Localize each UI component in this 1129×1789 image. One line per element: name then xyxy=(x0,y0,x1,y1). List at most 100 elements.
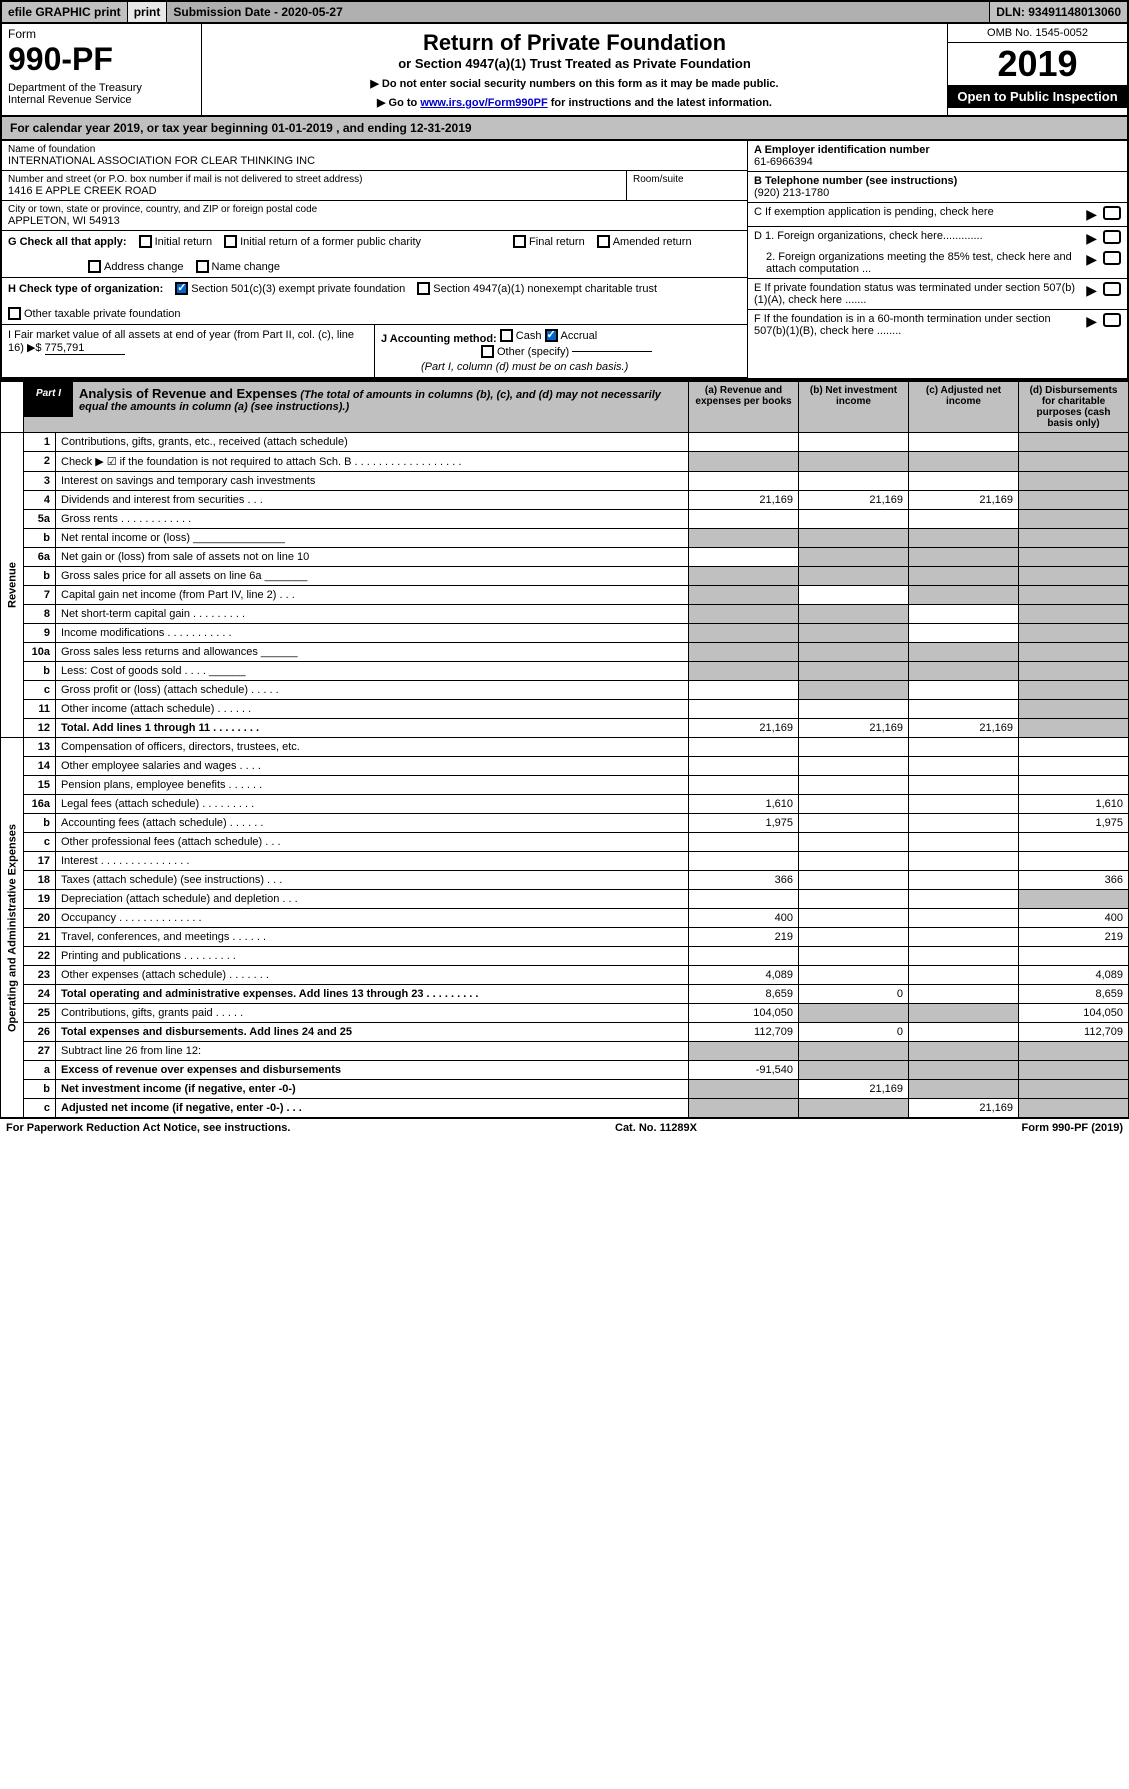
form-link[interactable]: www.irs.gov/Form990PF xyxy=(420,97,547,109)
d2-label: 2. Foreign organizations meeting the 85%… xyxy=(754,251,1080,275)
row-desc: Pension plans, employee benefits . . . .… xyxy=(56,776,689,795)
row-num: 4 xyxy=(24,491,56,510)
row-num: b xyxy=(24,567,56,586)
col-c-val xyxy=(909,738,1019,757)
col-c-val xyxy=(909,1080,1019,1099)
chk-501c3[interactable] xyxy=(175,282,188,295)
row-num: 6a xyxy=(24,548,56,567)
row-num: 13 xyxy=(24,738,56,757)
col-b-val xyxy=(799,605,909,624)
chk-4947[interactable] xyxy=(417,282,430,295)
row-desc: Compensation of officers, directors, tru… xyxy=(56,738,689,757)
col-d-val xyxy=(1019,700,1129,719)
chk-name-change[interactable] xyxy=(196,260,209,273)
part1-title: Analysis of Revenue and Expenses (The to… xyxy=(73,382,688,417)
col-c-val xyxy=(909,890,1019,909)
section-g: G Check all that apply: Initial return I… xyxy=(2,231,747,278)
chk-other-tax[interactable] xyxy=(8,307,21,320)
tax-year: 2019 xyxy=(948,43,1127,85)
row-desc: Gross sales less returns and allowances … xyxy=(56,643,689,662)
phone-label: B Telephone number (see instructions) xyxy=(754,175,957,187)
part1-table: Part I Analysis of Revenue and Expenses … xyxy=(0,380,1129,1118)
form-label: Form xyxy=(8,27,195,41)
col-c-val xyxy=(909,700,1019,719)
form-number: 990-PF xyxy=(8,41,195,78)
col-c-val xyxy=(909,795,1019,814)
row-num: 2 xyxy=(24,452,56,472)
col-b-val xyxy=(799,529,909,548)
ein-label: A Employer identification number xyxy=(754,144,930,156)
col-a-val xyxy=(689,681,799,700)
col-c-val: 21,169 xyxy=(909,719,1019,738)
chk-accrual[interactable] xyxy=(545,329,558,342)
row-desc: Income modifications . . . . . . . . . .… xyxy=(56,624,689,643)
row-num: 22 xyxy=(24,947,56,966)
col-b-val xyxy=(799,681,909,700)
col-a-val xyxy=(689,643,799,662)
col-d-val xyxy=(1019,643,1129,662)
col-c-val xyxy=(909,643,1019,662)
chk-e[interactable] xyxy=(1103,282,1121,296)
chk-d2[interactable] xyxy=(1103,251,1121,265)
col-d-val: 1,610 xyxy=(1019,795,1129,814)
col-d-val xyxy=(1019,472,1129,491)
chk-amended[interactable] xyxy=(597,235,610,248)
col-b-val xyxy=(799,472,909,491)
chk-final[interactable] xyxy=(513,235,526,248)
chk-initial-former[interactable] xyxy=(224,235,237,248)
col-b-val xyxy=(799,947,909,966)
col-a-val xyxy=(689,510,799,529)
print-button[interactable]: print xyxy=(128,2,168,22)
col-b-val xyxy=(799,909,909,928)
col-d-val: 366 xyxy=(1019,871,1129,890)
col-c-val xyxy=(909,472,1019,491)
col-a-val xyxy=(689,605,799,624)
chk-other-method[interactable] xyxy=(481,345,494,358)
row-desc: Occupancy . . . . . . . . . . . . . . xyxy=(56,909,689,928)
col-c-val xyxy=(909,928,1019,947)
col-c-val xyxy=(909,452,1019,472)
chk-cash[interactable] xyxy=(500,329,513,342)
col-b-val: 0 xyxy=(799,985,909,1004)
col-d-val: 8,659 xyxy=(1019,985,1129,1004)
col-d-val xyxy=(1019,1061,1129,1080)
chk-f[interactable] xyxy=(1103,313,1121,327)
street: 1416 E APPLE CREEK ROAD xyxy=(8,185,620,197)
chk-address[interactable] xyxy=(88,260,101,273)
chk-d1[interactable] xyxy=(1103,230,1121,244)
col-d-val xyxy=(1019,662,1129,681)
entity-info: Name of foundation INTERNATIONAL ASSOCIA… xyxy=(0,141,1129,380)
col-d-val xyxy=(1019,681,1129,700)
col-b: (b) Net investment income xyxy=(799,381,909,433)
row-num: 15 xyxy=(24,776,56,795)
col-b-val xyxy=(799,890,909,909)
col-c-val xyxy=(909,776,1019,795)
col-d-val: 1,975 xyxy=(1019,814,1129,833)
col-b-val xyxy=(799,833,909,852)
row-num: 17 xyxy=(24,852,56,871)
col-a-val: 8,659 xyxy=(689,985,799,1004)
row-desc: Interest . . . . . . . . . . . . . . . xyxy=(56,852,689,871)
col-a-val: 1,610 xyxy=(689,795,799,814)
col-b-val xyxy=(799,548,909,567)
col-a-val: 400 xyxy=(689,909,799,928)
row-desc: Adjusted net income (if negative, enter … xyxy=(56,1099,689,1118)
name-label: Name of foundation xyxy=(8,144,741,155)
street-label: Number and street (or P.O. box number if… xyxy=(8,174,620,185)
submission-date: Submission Date - 2020-05-27 xyxy=(167,2,990,22)
col-d-val xyxy=(1019,624,1129,643)
row-desc: Contributions, gifts, grants, etc., rece… xyxy=(56,433,689,452)
row-desc: Other employee salaries and wages . . . … xyxy=(56,757,689,776)
row-desc: Legal fees (attach schedule) . . . . . .… xyxy=(56,795,689,814)
col-a-val xyxy=(689,1042,799,1061)
col-b-val xyxy=(799,757,909,776)
row-desc: Printing and publications . . . . . . . … xyxy=(56,947,689,966)
chk-c[interactable] xyxy=(1103,206,1121,220)
footer-left: For Paperwork Reduction Act Notice, see … xyxy=(6,1122,290,1134)
col-d-val xyxy=(1019,1099,1129,1118)
chk-initial[interactable] xyxy=(139,235,152,248)
col-a-val xyxy=(689,624,799,643)
row-num: a xyxy=(24,1061,56,1080)
row-desc: Total operating and administrative expen… xyxy=(56,985,689,1004)
d1-label: D 1. Foreign organizations, check here..… xyxy=(754,230,1080,242)
